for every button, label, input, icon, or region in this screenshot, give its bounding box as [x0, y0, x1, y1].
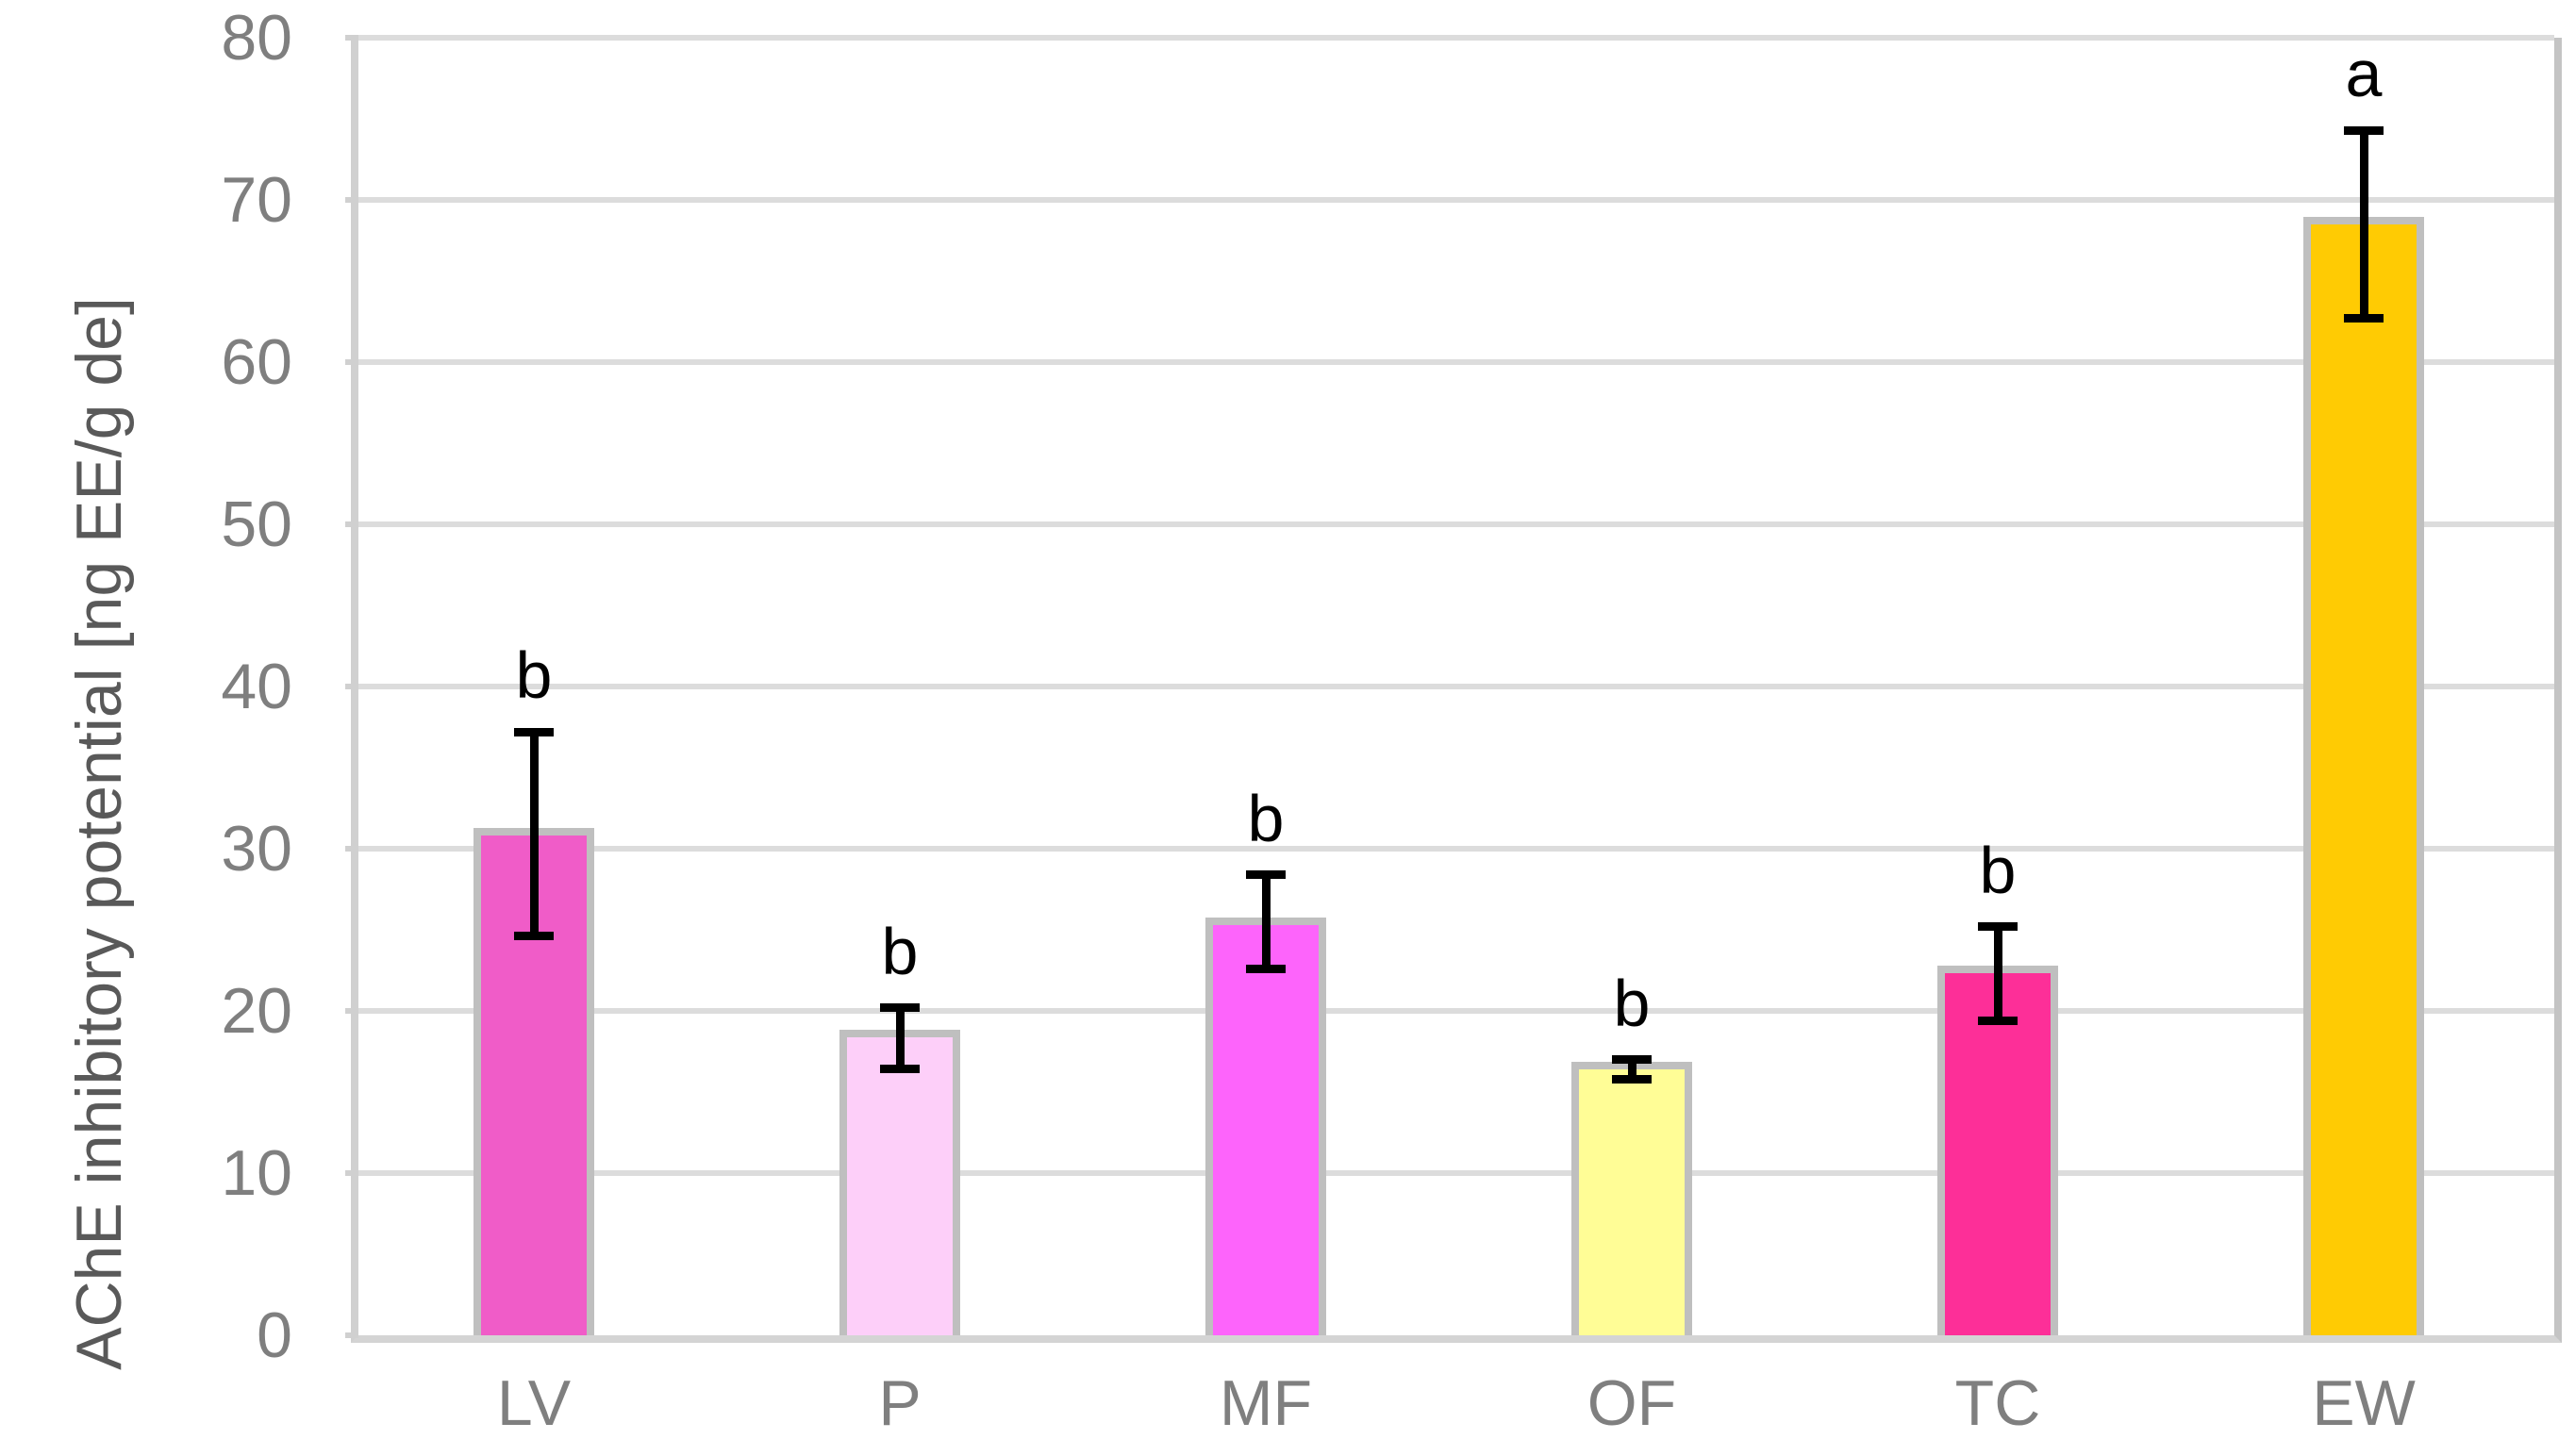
error-cap-bottom-MF [1246, 964, 1286, 973]
error-cap-bottom-EW [2344, 314, 2384, 323]
gridline-10 [351, 1170, 2554, 1176]
significance-letter-EW: a [2345, 37, 2383, 111]
error-cap-top-LV [514, 727, 554, 736]
error-cap-bottom-LV [514, 932, 554, 941]
gridline-40 [351, 684, 2554, 689]
y-tick-label-60: 60 [221, 326, 292, 398]
y-tick-label-40: 40 [221, 651, 292, 722]
y-tick-mark-80 [345, 35, 358, 41]
error-bar-OF [1627, 1059, 1636, 1080]
gridline-30 [351, 846, 2554, 852]
error-cap-top-P [880, 1003, 920, 1013]
bar-TC [1937, 966, 2058, 1335]
x-tick-label-LV: LV [496, 1367, 572, 1439]
x-tick-label-OF: OF [1587, 1367, 1677, 1439]
error-cap-bottom-P [880, 1065, 920, 1074]
error-bar-LV [529, 732, 539, 936]
error-cap-bottom-OF [1612, 1074, 1652, 1084]
error-bar-TC [1993, 926, 2002, 1021]
y-tick-label-10: 10 [221, 1137, 292, 1209]
bar-P [839, 1029, 960, 1335]
y-tick-label-0: 0 [257, 1299, 292, 1371]
error-cap-top-MF [1246, 870, 1286, 880]
y-tick-mark-60 [345, 359, 358, 365]
error-cap-top-EW [2344, 125, 2384, 135]
error-bar-MF [1261, 874, 1271, 969]
x-tick-label-MF: MF [1219, 1367, 1313, 1439]
y-tick-mark-50 [345, 521, 358, 527]
gridline-50 [351, 521, 2554, 527]
y-tick-mark-40 [345, 684, 358, 689]
y-tick-label-20: 20 [221, 975, 292, 1047]
significance-letter-LV: b [515, 638, 553, 713]
gridline-70 [351, 197, 2554, 203]
y-tick-mark-10 [345, 1170, 358, 1176]
bar-EW [2303, 216, 2424, 1335]
error-cap-top-OF [1612, 1055, 1652, 1065]
significance-letter-MF: b [1247, 781, 1285, 855]
y-tick-mark-70 [345, 197, 358, 203]
significance-letter-TC: b [1979, 833, 2017, 907]
x-tick-label-P: P [878, 1367, 922, 1439]
x-tick-label-TC: TC [1954, 1367, 2041, 1439]
gridline-20 [351, 1008, 2554, 1014]
significance-letter-OF: b [1613, 966, 1651, 1040]
plot-area [351, 38, 2562, 1343]
y-tick-mark-20 [345, 1008, 358, 1014]
error-cap-bottom-TC [1978, 1016, 2018, 1025]
error-bar-P [895, 1007, 905, 1069]
significance-letter-P: b [881, 914, 919, 988]
y-tick-label-80: 80 [221, 2, 292, 74]
x-tick-label-EW: EW [2312, 1367, 2416, 1439]
bar-MF [1205, 917, 1326, 1335]
error-cap-top-TC [1978, 922, 2018, 932]
error-bar-EW [2359, 130, 2368, 319]
y-tick-mark-30 [345, 846, 358, 852]
y-tick-label-70: 70 [221, 164, 292, 236]
y-tick-label-30: 30 [221, 813, 292, 885]
gridline-80 [351, 35, 2554, 41]
bar-OF [1571, 1061, 1692, 1335]
y-tick-mark-0 [345, 1332, 358, 1338]
gridline-60 [351, 359, 2554, 365]
y-tick-label-50: 50 [221, 488, 292, 560]
